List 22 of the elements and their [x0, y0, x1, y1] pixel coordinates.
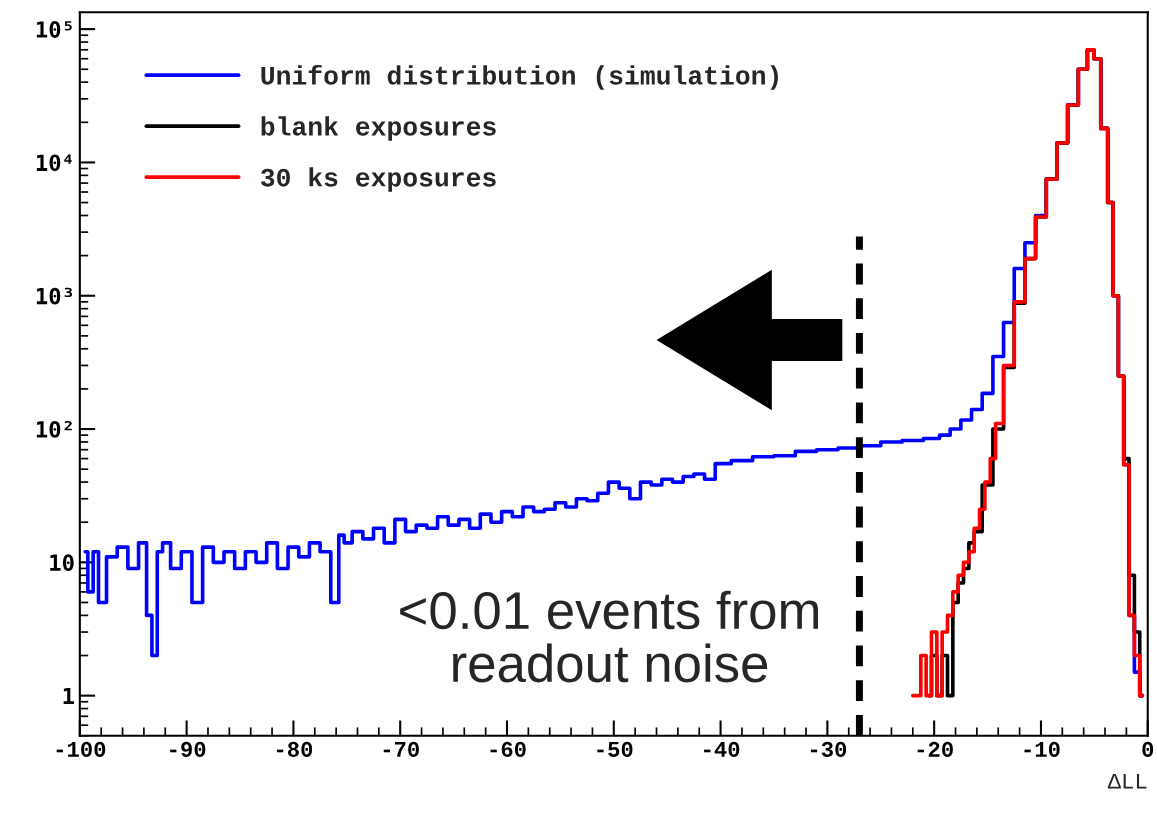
x-tick-label: -90	[170, 741, 206, 757]
annotation: <0.01 events from readout noise	[400, 590, 819, 683]
y-tick-label: 1	[63, 687, 74, 705]
x-tick-label: -40	[704, 741, 740, 757]
x-tick-label: -10	[1024, 741, 1060, 757]
y-tick-label: 10⁵	[36, 21, 72, 38]
legend-label: Uniform distribution (simulation)	[261, 64, 778, 90]
x-tick-label: -30	[810, 741, 847, 757]
x-axis-title: ΔLL	[1107, 773, 1147, 789]
x-tick-label: -50	[597, 741, 633, 757]
x-tick-label: -100	[56, 741, 106, 757]
y-tick-label: 10³	[36, 287, 73, 305]
x-tick-label: -60	[490, 741, 526, 757]
x-tick-label: -70	[383, 741, 419, 757]
y-tick-label: 10⁴	[36, 154, 72, 172]
x-tick-label: -80	[276, 741, 313, 757]
legend-label: 30 ks exposures	[260, 167, 496, 192]
x-tick-label: 0	[1142, 741, 1154, 757]
x-tick-label: -20	[917, 741, 953, 757]
y-tick-label: 10	[50, 554, 74, 572]
legend-label: blank exposures	[261, 116, 496, 141]
y-tick-label: 10²	[36, 420, 72, 438]
